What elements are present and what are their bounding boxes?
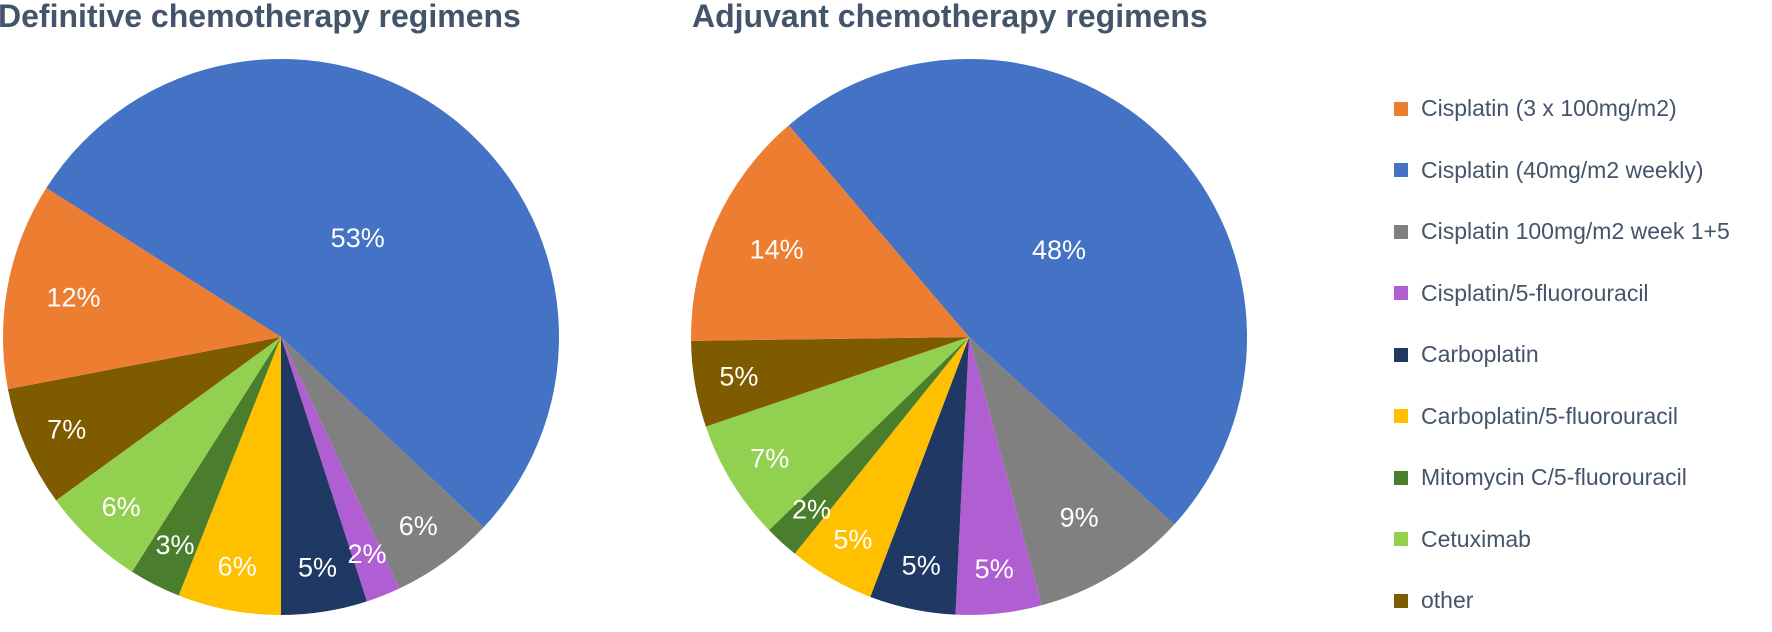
legend-label: Carboplatin/5-fluorouracil bbox=[1421, 402, 1678, 429]
legend-swatch bbox=[1394, 347, 1408, 362]
legend-label: Cisplatin (3 x 100mg/m2) bbox=[1421, 95, 1677, 122]
pie-slice-cisplatin-5-fluorouracil bbox=[281, 337, 400, 602]
chart-title-adjuvant: Adjuvant chemotherapy regimens bbox=[692, 0, 1208, 34]
pie-chart-definitive: 53% 6% 2% 5% 6% 3% 6% 7% 12% bbox=[2, 58, 560, 615]
data-label-cisplatin-100mg-m2-week-1-5: 6% bbox=[399, 511, 438, 541]
pie-slice-cisplatin-100mg-m2-week-1-5 bbox=[969, 337, 1175, 606]
data-label-cetuximab: 6% bbox=[102, 492, 141, 522]
legend-swatch bbox=[1394, 593, 1408, 608]
pie-slice-cisplatin-3-x-100mg-m2 bbox=[2, 188, 282, 390]
legend-swatch bbox=[1394, 532, 1408, 547]
legend-item-cisplatin-100mg-m2-week-1-5: Cisplatin 100mg/m2 week 1+5 bbox=[1394, 201, 1772, 263]
data-label-cisplatin-5-fluorouracil: 2% bbox=[347, 539, 386, 569]
data-label-cisplatin-3-x-100mg-m2: 12% bbox=[46, 282, 100, 312]
data-label-other: 7% bbox=[47, 415, 86, 445]
legend-label: Cisplatin 100mg/m2 week 1+5 bbox=[1421, 218, 1730, 245]
pie-slice-cisplatin-5-fluorouracil bbox=[955, 337, 1042, 616]
data-label-cisplatin-40mg-m2-weekly: 53% bbox=[331, 223, 385, 253]
pie-slice-carboplatin-5-fluorouracil bbox=[178, 337, 281, 615]
pie-slice-mitomycin-c-5-fluorouracil bbox=[769, 337, 969, 554]
pie-slice-other bbox=[691, 337, 969, 427]
legend-label: Mitomycin C/5-fluorouracil bbox=[1421, 464, 1687, 491]
pie-slice-other bbox=[7, 337, 281, 501]
data-label-mitomycin-c-5-fluorouracil: 2% bbox=[792, 494, 831, 524]
legend-label: Cetuximab bbox=[1421, 525, 1531, 552]
legend-item-cisplatin-40mg-m2-weekly: Cisplatin (40mg/m2 weekly) bbox=[1394, 140, 1772, 202]
legend-item-carboplatin: Carboplatin bbox=[1394, 324, 1772, 386]
data-label-cisplatin-5-fluorouracil: 5% bbox=[975, 554, 1014, 584]
data-label-cisplatin-40mg-m2-weekly: 48% bbox=[1032, 235, 1086, 265]
legend-swatch bbox=[1394, 286, 1408, 301]
legend-item-mitomycin-c-5-fluorouracil: Mitomycin C/5-fluorouracil bbox=[1394, 447, 1772, 509]
legend-item-cisplatin-5-fluorouracil: Cisplatin/5-fluorouracil bbox=[1394, 263, 1772, 325]
pie-chart-adjuvant: 48%9%5%5%5%2%7%5%14% bbox=[691, 58, 1248, 616]
chart-title-definitive: Definitive chemotherapy regimens bbox=[0, 0, 521, 34]
legend-item-carboplatin-5-fluorouracil: Carboplatin/5-fluorouracil bbox=[1394, 386, 1772, 448]
pie-slice-carboplatin-5-fluorouracil bbox=[794, 337, 969, 597]
pie-slice-cisplatin-40mg-m2-weekly bbox=[788, 58, 1248, 525]
legend-swatch bbox=[1394, 470, 1408, 485]
data-label-carboplatin: 5% bbox=[298, 553, 337, 583]
pie-slice-cetuximab bbox=[56, 337, 282, 572]
pie-slice-cisplatin-3-x-100mg-m2 bbox=[691, 125, 969, 341]
legend-label: Cisplatin/5-fluorouracil bbox=[1421, 279, 1649, 306]
pie-slice-mitomycin-c-5-fluorouracil bbox=[132, 337, 281, 596]
legend-swatch bbox=[1394, 163, 1408, 178]
data-label-cetuximab: 7% bbox=[750, 444, 789, 474]
legend-item-cetuximab: Cetuximab bbox=[1394, 509, 1772, 571]
data-label-carboplatin: 5% bbox=[902, 551, 941, 581]
data-label-carboplatin-5-fluorouracil: 5% bbox=[833, 525, 872, 555]
legend-swatch bbox=[1394, 409, 1408, 424]
chart-legend: Cisplatin (3 x 100mg/m2) Cisplatin (40mg/… bbox=[1394, 78, 1772, 632]
pie-slice-cetuximab bbox=[705, 337, 969, 531]
pie-slice-cisplatin-100mg-m2-week-1-5 bbox=[281, 337, 484, 589]
legend-item-other: other bbox=[1394, 570, 1772, 632]
pie-slice-carboplatin bbox=[870, 337, 969, 615]
pie-slice-cisplatin-40mg-m2-weekly bbox=[46, 58, 560, 528]
pie-slice-carboplatin bbox=[281, 337, 367, 615]
legend-swatch bbox=[1394, 101, 1408, 116]
data-label-mitomycin-c-5-fluorouracil: 3% bbox=[155, 530, 194, 560]
data-label-cisplatin-100mg-m2-week-1-5: 9% bbox=[1060, 502, 1099, 532]
legend-item-cisplatin-3-x-100mg-m2: Cisplatin (3 x 100mg/m2) bbox=[1394, 78, 1772, 140]
data-label-other: 5% bbox=[719, 362, 758, 392]
legend-label: Carboplatin bbox=[1421, 341, 1539, 368]
legend-label: other bbox=[1421, 587, 1474, 614]
data-label-cisplatin-3-x-100mg-m2: 14% bbox=[750, 235, 804, 265]
legend-swatch bbox=[1394, 224, 1408, 239]
legend-label: Cisplatin (40mg/m2 weekly) bbox=[1421, 156, 1704, 183]
data-label-carboplatin-5-fluorouracil: 6% bbox=[218, 551, 257, 581]
pie-charts-canvas: 53%6%2%5%6%3%6%7%12% 48%9%5%5%5%2%7%5%14… bbox=[2, 58, 1248, 616]
